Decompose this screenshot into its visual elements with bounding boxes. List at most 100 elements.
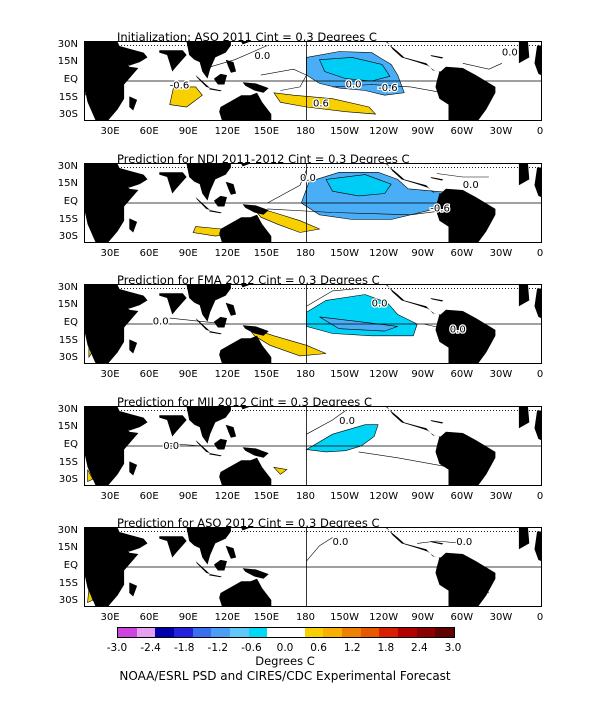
colorbar-swatch	[248, 628, 268, 637]
contour-line	[462, 63, 503, 70]
land-mass	[219, 92, 272, 120]
land-mass	[159, 50, 187, 72]
land-mass	[225, 545, 237, 559]
land-mass	[534, 45, 541, 76]
land-mass	[208, 331, 222, 335]
lon-label: 90W	[411, 612, 435, 623]
lon-label: 150E	[253, 369, 280, 380]
lon-label: 30E	[100, 491, 120, 502]
contour-label: 0.0	[153, 317, 169, 328]
lat-label: 15N	[57, 299, 78, 311]
colorbar-swatch	[360, 628, 380, 637]
lon-label: 30W	[489, 248, 513, 259]
colorbar-tick-label: -1.2	[207, 642, 229, 654]
panel-title: Prediction for MJJ 2012 Cint = 0.3 Degre…	[117, 395, 372, 409]
lon-label: 60W	[450, 612, 474, 623]
lon-label: 180	[295, 369, 316, 380]
contour-line	[332, 84, 444, 94]
lat-label: EQ	[63, 196, 78, 207]
lon-label: 180	[295, 126, 316, 137]
anomaly-region	[273, 466, 288, 475]
anomaly-region	[305, 424, 379, 453]
land-mass	[517, 42, 530, 64]
land-mass	[186, 407, 231, 444]
lon-label: 60W	[450, 126, 474, 137]
land-mass	[225, 302, 237, 316]
land-mass	[214, 73, 227, 85]
land-mass	[242, 204, 269, 215]
lon-label: 180	[295, 491, 316, 502]
lon-label: 60E	[139, 369, 159, 380]
land-mass	[117, 167, 148, 188]
contour-label: -0.6	[378, 83, 398, 94]
colorbar-tick-label: 2.4	[411, 642, 428, 654]
land-mass	[117, 288, 148, 309]
land-mass	[242, 82, 269, 93]
land-mass	[186, 164, 231, 201]
sst-anomaly-map: 0.0 0.0 0.0	[84, 284, 542, 364]
lon-label: 0	[536, 369, 544, 380]
contour-label: 0.0	[300, 173, 316, 184]
land-mass	[208, 453, 222, 457]
land-mass	[534, 288, 541, 319]
land-mass	[159, 293, 187, 315]
lon-label: 150W	[330, 126, 360, 137]
lon-label: 150E	[253, 248, 280, 259]
colorbar-tick-label: 3.0	[444, 642, 462, 654]
land-mass	[517, 407, 530, 429]
colorbar-tick-label: 0.0	[276, 642, 294, 654]
land-mass	[208, 210, 222, 214]
colorbar-units: Degrees C	[255, 654, 315, 668]
contour-label: 0.0	[339, 416, 355, 427]
lon-label: 60E	[139, 612, 159, 623]
lon-label: 60E	[139, 491, 159, 502]
lat-label: 15S	[58, 91, 78, 103]
anomaly-region	[169, 86, 203, 108]
lon-label: 120W	[369, 612, 399, 623]
lat-label: 30S	[58, 109, 78, 121]
lon-label: 60W	[450, 248, 474, 259]
colorbar-tick-label: -0.6	[241, 642, 262, 654]
lat-label: 30N	[57, 281, 78, 293]
lon-label: 120W	[369, 491, 399, 502]
colorbar	[117, 627, 455, 638]
contour-label: 0.0	[254, 51, 270, 62]
contour-label: 0.6	[313, 98, 329, 109]
colorbar-swatch	[211, 628, 231, 637]
lat-label: 30N	[57, 160, 78, 172]
land-mass	[219, 578, 272, 606]
contour-label: -0.6	[170, 81, 190, 92]
lon-label: 120E	[214, 248, 241, 259]
land-mass	[517, 528, 530, 550]
sst-anomaly-map: 0.0 0.0 -0.6	[84, 163, 542, 243]
colorbar-swatch	[286, 628, 305, 637]
lon-label: 30W	[489, 491, 513, 502]
anomaly-region	[87, 469, 94, 482]
lon-label: 90W	[411, 491, 435, 502]
lon-label: 120E	[214, 369, 241, 380]
land-mass	[430, 177, 444, 181]
lon-label: 90E	[178, 612, 198, 623]
lon-label: 60W	[450, 369, 474, 380]
land-mass	[195, 197, 211, 211]
colorbar-tick-label: 0.6	[310, 642, 327, 654]
panel-title: Initialization: ASO 2011 Cint = 0.3 Degr…	[117, 30, 377, 44]
land-mass	[430, 55, 444, 59]
lat-label: 15S	[58, 213, 78, 225]
colorbar-tick-label: -3.0	[106, 642, 128, 654]
lon-label: 30W	[489, 126, 513, 137]
panel-title: Prediction for FMA 2012 Cint = 0.3 Degre…	[117, 273, 380, 287]
land-mass	[117, 531, 148, 552]
colorbar-swatch	[304, 628, 324, 637]
lon-label: 180	[295, 612, 316, 623]
lon-label: 30W	[489, 369, 513, 380]
lat-label: EQ	[63, 439, 78, 450]
contour-label: 0.0	[163, 441, 179, 452]
contour-line	[358, 451, 463, 470]
land-mass	[208, 88, 222, 92]
land-mass	[195, 440, 211, 454]
lon-label: 90W	[411, 248, 435, 259]
lon-label: 30E	[100, 248, 120, 259]
land-mass	[534, 531, 541, 562]
lon-label: 0	[536, 248, 544, 259]
